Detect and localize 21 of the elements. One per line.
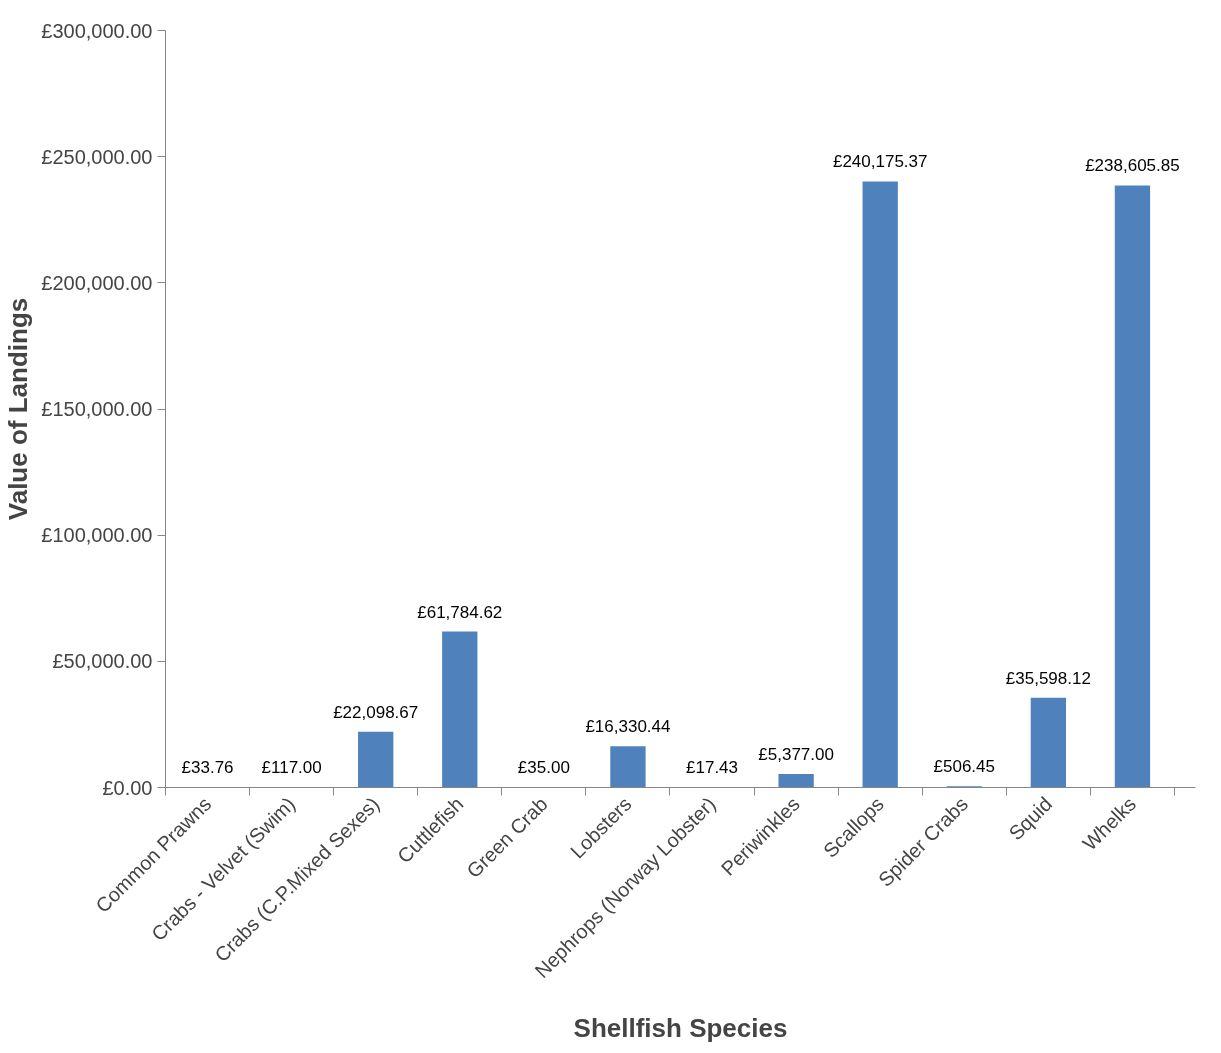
data-label: £506.45: [933, 757, 995, 777]
data-label: £238,605.85: [1085, 156, 1180, 176]
x-axis-title: Shellfish Species: [573, 1012, 788, 1043]
data-label: £33.76: [181, 758, 234, 778]
y-tick-label: £300,000.00: [41, 19, 153, 42]
data-label: £240,175.37: [832, 152, 928, 172]
y-tick-label: £0.00: [102, 776, 153, 799]
data-label: £117.00: [261, 758, 322, 778]
data-label: £22,098.67: [333, 702, 419, 722]
y-axis-title: Value of Landings: [3, 297, 34, 521]
data-label: £61,784.62: [417, 602, 503, 622]
data-label: £35.00: [517, 758, 570, 778]
y-tick-label: £50,000.00: [52, 650, 153, 673]
y-tick-label: £100,000.00: [41, 524, 153, 547]
data-label: £17.43: [686, 758, 739, 778]
data-label: £5,377.00: [758, 744, 834, 764]
data-label: £35,598.12: [1005, 668, 1091, 688]
y-tick-label: £150,000.00: [41, 398, 153, 420]
data-label: £16,330.44: [585, 717, 671, 737]
y-tick-label: £250,000.00: [41, 145, 153, 168]
y-tick-label: £200,000.00: [41, 271, 153, 294]
